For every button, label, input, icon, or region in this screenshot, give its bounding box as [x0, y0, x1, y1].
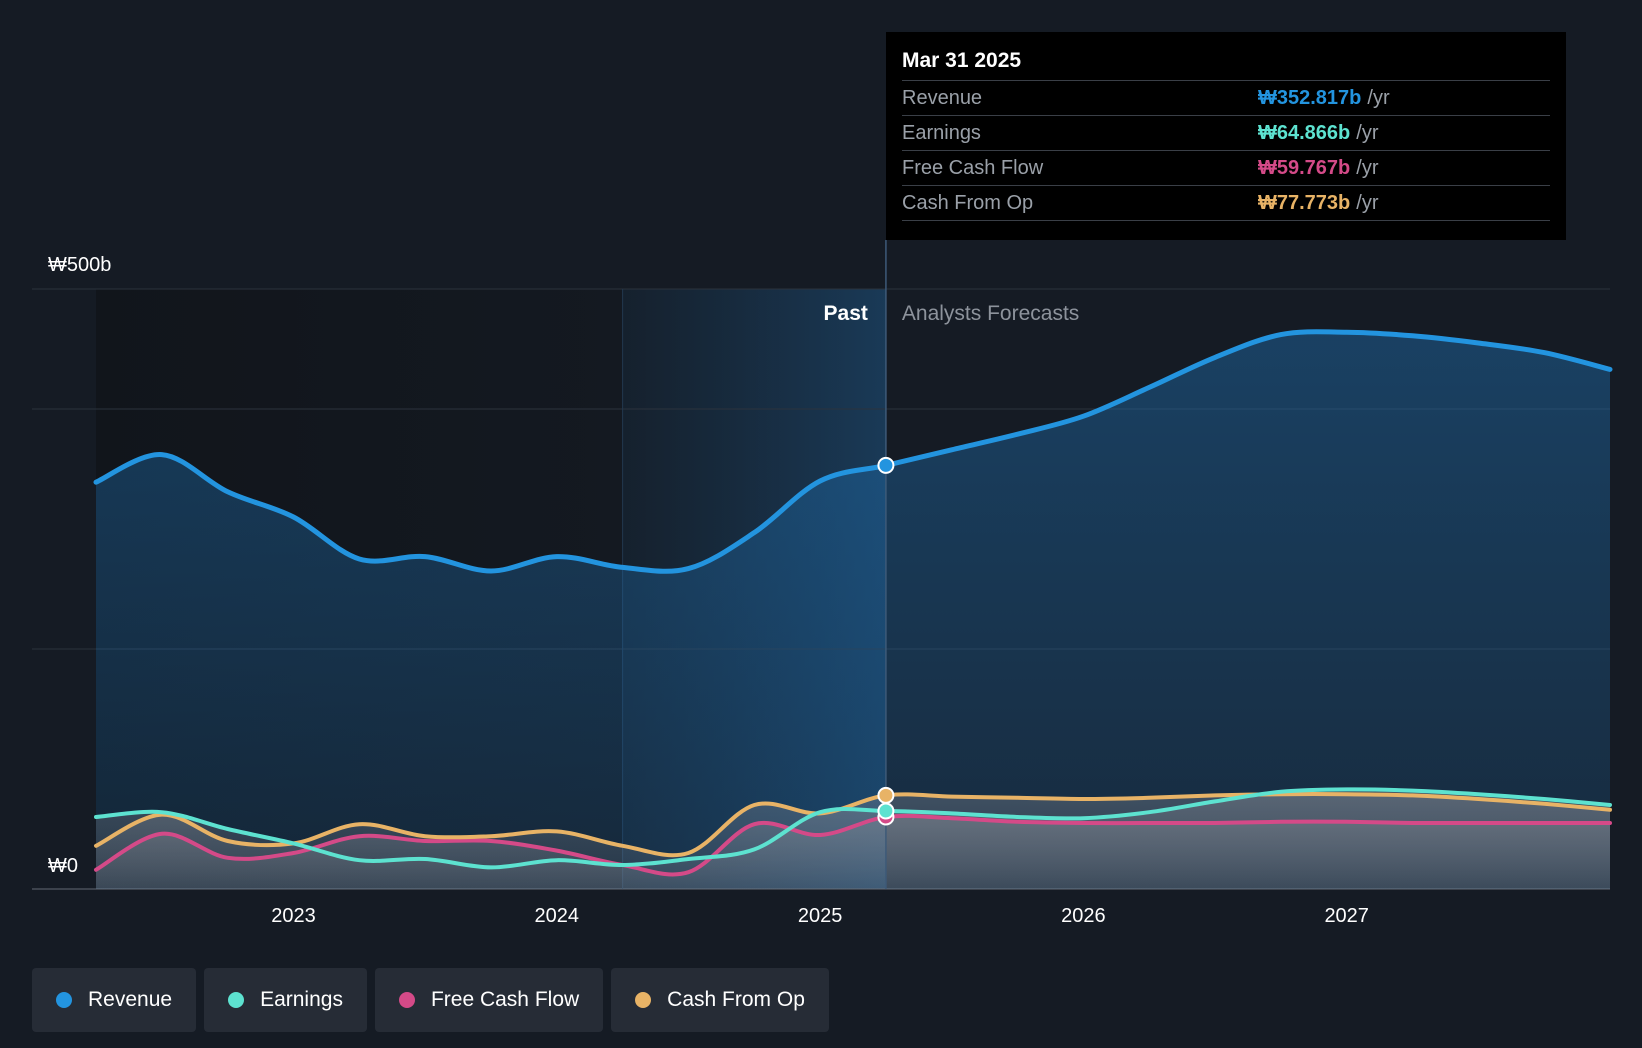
legend-label: Revenue: [88, 988, 173, 1011]
tooltip-label: Cash From Op: [902, 191, 1034, 214]
earnings-line: [94, 787, 1612, 870]
earnings-marker: [877, 802, 895, 820]
forecast-label: Analysts Forecasts: [902, 302, 1079, 325]
tooltip-value: ₩77.773b: [1258, 191, 1351, 214]
tooltip-label: Revenue: [902, 86, 983, 109]
legend-item-earnings[interactable]: Earnings: [204, 968, 367, 1032]
legend-label: Cash From Op: [667, 988, 805, 1011]
x-tick-label: 2026: [1061, 905, 1106, 927]
cash-from-op-marker: [877, 786, 895, 804]
tooltip-unit: /yr: [1356, 191, 1379, 214]
tooltip-unit: /yr: [1356, 121, 1379, 144]
tooltip-value: ₩64.866b: [1258, 121, 1351, 144]
x-tick-label: 2025: [798, 905, 843, 927]
tooltip: Mar 31 2025 Revenue ₩352.817b /yr Earnin…: [886, 32, 1566, 240]
y-tick-label-top: ₩500b: [48, 254, 111, 276]
past-label: Past: [824, 302, 868, 325]
legend-item-revenue[interactable]: Revenue: [32, 968, 197, 1032]
legend-dot-icon: [398, 992, 415, 1008]
x-tick-label: 2024: [535, 905, 580, 927]
tooltip-label: Free Cash Flow: [902, 156, 1044, 179]
free-cash-flow-area: [96, 815, 1610, 889]
tooltip-row-earnings: Earnings ₩64.866b /yr: [902, 115, 1550, 150]
y-tick-label-bottom: ₩0: [48, 855, 78, 877]
revenue-area: [96, 331, 1610, 889]
tooltip-unit: /yr: [1356, 156, 1379, 179]
series-lines: [93, 329, 1613, 877]
tooltip-label: Earnings: [902, 121, 981, 144]
tooltip-unit: /yr: [1367, 86, 1390, 109]
cash-from-op-line: [94, 792, 1612, 858]
legend-dot-icon: [228, 992, 245, 1008]
legend-item-cash-from-op[interactable]: Cash From Op: [611, 968, 829, 1032]
legend-dot-icon: [635, 992, 652, 1008]
legend-item-free-cash-flow[interactable]: Free Cash Flow: [374, 968, 604, 1032]
legend-dot-icon: [56, 992, 72, 1008]
free-cash-flow-line: [94, 813, 1612, 877]
tooltip-row-cash-from-op: Cash From Op ₩77.773b /yr: [902, 185, 1550, 221]
legend-label: Earnings: [260, 988, 343, 1011]
x-axis-ticks: 2023 2024 2025 2026 2027: [271, 905, 1369, 927]
revenue-marker: [877, 456, 895, 474]
x-tick-label: 2023: [271, 905, 316, 927]
tooltip-row-free-cash-flow: Free Cash Flow ₩59.767b /yr: [902, 150, 1550, 185]
tooltip-value: ₩59.767b: [1258, 156, 1351, 179]
legend-label: Free Cash Flow: [430, 988, 580, 1011]
series-areas: [96, 331, 1610, 889]
x-tick-label: 2027: [1324, 905, 1369, 927]
tooltip-row-revenue: Revenue ₩352.817b /yr: [902, 80, 1550, 115]
tooltip-date: Mar 31 2025: [902, 49, 1022, 72]
hover-markers: [877, 456, 895, 826]
tooltip-value: ₩352.817b: [1258, 86, 1362, 109]
revenue-line: [93, 329, 1613, 574]
legend: Revenue Earnings Free Cash Flow Cash Fro…: [32, 968, 829, 1032]
